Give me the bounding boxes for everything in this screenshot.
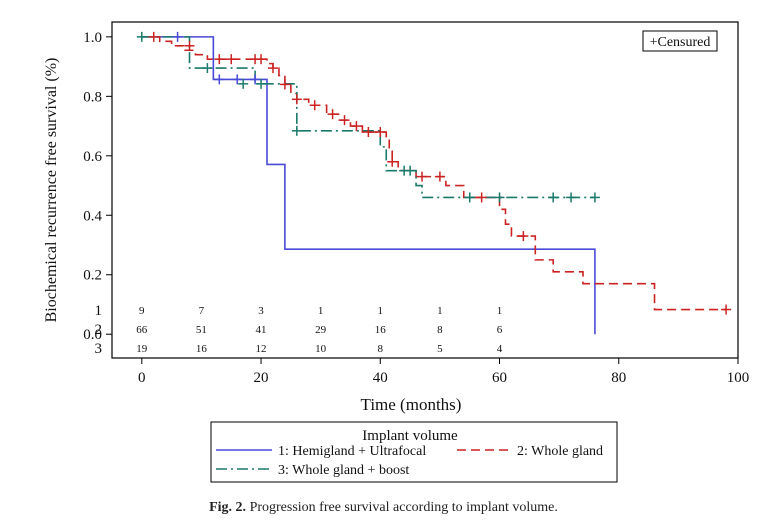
legend-label-1: 1: Hemigland + Ultrafocal: [278, 444, 426, 459]
censor-mark-2: [267, 63, 278, 74]
y-tick-label: 0.6: [83, 149, 102, 165]
y-tick-label: 0.4: [83, 208, 102, 224]
censor-mark-3: [136, 31, 147, 42]
censor-mark-2: [327, 109, 338, 120]
plot-area: [111, 21, 739, 359]
censor-mark-2: [434, 171, 445, 182]
at-risk-count: 19: [136, 343, 148, 355]
censor-mark-2: [417, 171, 428, 182]
censor-mark-2: [291, 94, 302, 105]
at-risk-count: 9: [139, 305, 145, 317]
at-risk-count: 1: [497, 305, 503, 317]
censor-mark-1: [232, 74, 243, 85]
censored-legend-label: +Censured: [650, 35, 711, 50]
at-risk-count: 10: [315, 343, 327, 355]
censor-mark-3: [256, 78, 267, 89]
censor-mark-1: [214, 74, 225, 85]
censor-mark-2: [148, 31, 159, 42]
censor-mark-2: [184, 40, 195, 51]
at-risk-count: 16: [196, 343, 208, 355]
censor-mark-2: [375, 127, 386, 138]
y-axis-label: Biochemical recurrence free survival (%): [43, 58, 60, 323]
censor-mark-2: [226, 54, 237, 65]
legend-title: Implant volume: [362, 428, 458, 444]
at-risk-count: 6: [497, 324, 503, 336]
censor-mark-2: [339, 115, 350, 126]
at-risk-count: 5: [437, 343, 443, 355]
censor-mark-3: [566, 192, 577, 203]
y-tick-label: 0.2: [83, 268, 102, 284]
censor-mark-3: [494, 192, 505, 203]
legend-label-2: 2: Whole gland: [517, 444, 603, 459]
at-risk-count: 66: [136, 324, 148, 336]
censored-legend-box: +Censured: [642, 30, 718, 52]
series-line-3: [141, 36, 595, 199]
series-line-2: [141, 36, 727, 311]
censor-mark-3: [238, 78, 249, 89]
y-tick-label: 1.0: [83, 30, 102, 46]
censor-mark-2: [256, 54, 267, 65]
censor-mark-2: [387, 156, 398, 167]
legend: Implant volume 1: Hemigland + Ultrafocal…: [210, 421, 618, 483]
at-risk-row-label: 1: [95, 303, 103, 319]
censor-mark-2: [214, 54, 225, 65]
censor-mark-2: [476, 192, 487, 203]
at-risk-count: 8: [437, 324, 443, 336]
censor-mark-2: [518, 231, 529, 242]
at-risk-count: 1: [437, 305, 443, 317]
legend-label-3: 3: Whole gland + boost: [278, 463, 409, 478]
at-risk-count: 7: [199, 305, 205, 317]
figure-caption-text: Progression free survival according to i…: [249, 500, 558, 515]
x-axis-label: Time (months): [361, 395, 462, 414]
at-risk-count: 1: [318, 305, 324, 317]
at-risk-count: 12: [256, 343, 267, 355]
censor-mark-3: [291, 125, 302, 136]
at-risk-count: 29: [315, 324, 327, 336]
at-risk-count: 1: [378, 305, 384, 317]
censor-mark-3: [202, 63, 213, 74]
figure-caption: Fig. 2. Progression free survival accord…: [0, 500, 767, 516]
at-risk-count: 3: [258, 305, 264, 317]
censor-mark-2: [309, 100, 320, 111]
censor-mark-2: [351, 121, 362, 132]
y-tick-label: 0.8: [83, 89, 102, 105]
at-risk-count: 16: [375, 324, 387, 336]
x-tick-label: 80: [611, 370, 626, 386]
x-tick-label: 100: [727, 370, 750, 386]
x-tick-label: 60: [492, 370, 507, 386]
at-risk-count: 51: [196, 324, 207, 336]
at-risk-row-label: 3: [95, 341, 103, 357]
censor-mark-3: [548, 192, 559, 203]
censor-mark-3: [464, 192, 475, 203]
figure-caption-label: Fig. 2.: [209, 500, 247, 515]
at-risk-count: 4: [497, 343, 503, 355]
x-tick-label: 40: [373, 370, 388, 386]
series-line-1: [141, 36, 596, 335]
at-risk-count: 8: [378, 343, 384, 355]
at-risk-count: 41: [256, 324, 267, 336]
censor-mark-3: [589, 192, 600, 203]
at-risk-row-label: 2: [95, 322, 103, 338]
censor-mark-2: [721, 304, 732, 315]
censor-mark-3: [405, 165, 416, 176]
censor-mark-1: [250, 74, 261, 85]
censor-mark-2: [279, 79, 290, 90]
censor-mark-1: [172, 31, 183, 42]
x-tick-label: 20: [254, 370, 269, 386]
x-tick-label: 0: [138, 370, 146, 386]
censor-mark-2: [363, 127, 374, 138]
y-tick-label: 0.0: [83, 327, 102, 343]
